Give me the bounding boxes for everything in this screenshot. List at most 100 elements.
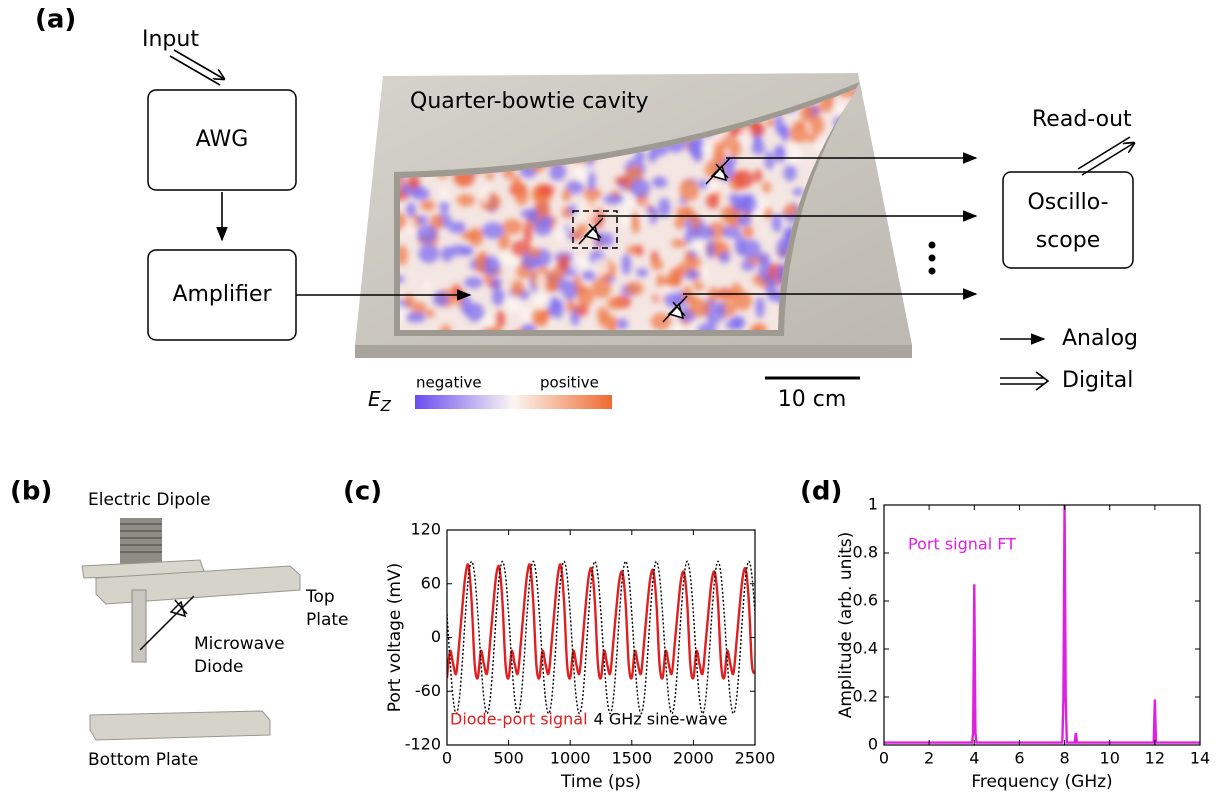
field-blob [705, 193, 720, 209]
field-blob [498, 232, 511, 251]
field-blob [429, 214, 444, 230]
series-line [447, 563, 755, 680]
readout-label: Read-out [1032, 107, 1132, 132]
field-blob [491, 287, 505, 306]
field-blob [706, 178, 720, 191]
field-blob [422, 281, 433, 290]
field-blob [404, 294, 415, 308]
field-blob [501, 218, 523, 235]
field-blob [514, 185, 529, 206]
field-blob [481, 255, 501, 276]
field-blob [678, 179, 700, 202]
field-blob [456, 194, 475, 207]
x-tick-label: 1000 [550, 749, 591, 768]
field-blob [404, 217, 415, 234]
field-blob [695, 323, 718, 330]
field-blob [573, 162, 592, 182]
diode-symbol [139, 595, 195, 651]
field-blob [480, 185, 490, 205]
field-blob [774, 145, 786, 155]
field-blob [581, 269, 597, 281]
diode-label: Microwave [194, 634, 285, 654]
field-blob [741, 125, 751, 143]
field-blob [807, 133, 817, 143]
field-blob [733, 169, 755, 189]
colorbar-symbol: EZ [368, 387, 392, 415]
field-blob [439, 186, 449, 202]
field-blob [548, 298, 565, 320]
digital-arrow [1077, 136, 1134, 176]
field-blob [583, 187, 602, 201]
field-blob [408, 174, 421, 190]
field-blob [650, 259, 664, 270]
panel-label: (c) [343, 477, 382, 507]
y-tick-label: 120 [410, 520, 441, 539]
field-blob [596, 306, 609, 322]
field-blob [565, 180, 584, 195]
field-blob [587, 170, 596, 192]
connector-thread [120, 523, 162, 553]
colorbar-negative: negative [416, 374, 482, 392]
field-blob [575, 303, 589, 317]
field-blob [677, 262, 688, 277]
ellipsis [928, 241, 936, 275]
field-blob [616, 318, 629, 330]
field-blob [620, 210, 630, 229]
x-tick-label: 2500 [735, 749, 776, 768]
field-blob [523, 223, 533, 244]
field-blob [474, 252, 487, 274]
field-blob [466, 302, 485, 322]
amplifier-label: Amplifier [172, 282, 272, 307]
field-blob [712, 142, 724, 159]
field-blob [536, 271, 547, 294]
field-blob [621, 253, 632, 276]
x-axis-label: Time (ps) [560, 772, 641, 792]
field-blob [656, 274, 665, 289]
field-blob [637, 210, 652, 225]
panel-a: Input AWG Amplifier Quarter-bowtie cavit… [142, 27, 1138, 415]
field-blob [426, 309, 435, 318]
field-blob [783, 164, 797, 182]
field-blob [494, 310, 506, 329]
field-blob [729, 139, 741, 158]
top-plate-label: Top [305, 587, 335, 607]
field-blob [481, 222, 504, 239]
field-blob [528, 247, 541, 258]
legend-digital-arrow [1000, 371, 1050, 391]
x-axis-label: Frequency (GHz) [971, 772, 1112, 792]
field-blob [718, 251, 731, 264]
field-blob [625, 281, 644, 296]
probe [131, 589, 147, 663]
x-tick-label: 2000 [673, 749, 714, 768]
x-tick-label: 1500 [611, 749, 652, 768]
panel-label: (a) [35, 5, 76, 35]
colorbar-positive: positive [540, 374, 599, 392]
field-blob [736, 214, 752, 227]
field-blob [439, 200, 450, 213]
field-blob [809, 114, 825, 136]
field-blob [417, 224, 438, 244]
field-blob [420, 200, 436, 212]
field-blob [730, 315, 745, 328]
field-blob [635, 244, 644, 257]
oscilloscope-label: scope [1036, 228, 1101, 253]
field-blob [630, 178, 651, 198]
field-blob [771, 213, 783, 233]
field-blob [670, 324, 686, 330]
panel-b: Electric Dipole Top Plate Microwave Diod… [81, 490, 349, 770]
field-blob [786, 144, 802, 164]
x-tick-label: 14 [1190, 749, 1210, 768]
field-blob [505, 295, 522, 313]
y-tick-label: 60 [421, 573, 441, 592]
field-blob [705, 240, 715, 259]
field-blob [692, 225, 715, 241]
field-blob [765, 276, 777, 298]
field-blob [570, 229, 585, 241]
field-blob [762, 181, 771, 193]
field-blob [716, 301, 726, 321]
field-blob [764, 150, 775, 170]
field-blob [400, 304, 407, 323]
x-tick-label: 4 [969, 749, 979, 768]
field-blob [461, 246, 474, 257]
